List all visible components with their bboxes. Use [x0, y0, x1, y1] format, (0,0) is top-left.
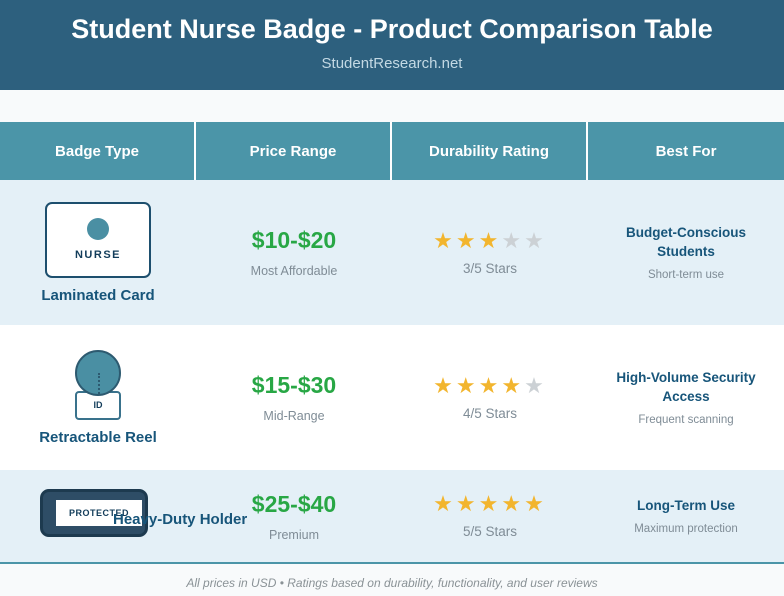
rating-cell: ★★★★★ 4/5 Stars — [392, 325, 588, 470]
badge-type-label: Retractable Reel — [39, 428, 157, 446]
star-icon: ★ — [433, 372, 456, 398]
star-icon: ★ — [433, 227, 456, 253]
star-icon: ★ — [501, 491, 525, 516]
column-header-best-for: Best For — [655, 142, 717, 160]
star-icon: ★ — [524, 227, 547, 253]
price-cell: $15-$30 Mid-Range — [196, 325, 392, 470]
star-icon: ★ — [478, 372, 502, 398]
badge-type-cell: PROTECTED Heavy-Duty Holder — [0, 470, 247, 562]
price-note: Premium — [268, 527, 319, 542]
column-header-durability-rating: Durability Rating — [392, 122, 588, 180]
page-header: Student Nurse Badge - Product Comparison… — [0, 0, 784, 90]
price-note: Mid-Range — [263, 409, 325, 423]
price-range: $25-$40 — [251, 490, 337, 517]
badge-type-label: Heavy-Duty Holder — [113, 511, 248, 528]
heavy-duty-holder-icon: PROTECTED — [40, 489, 148, 537]
best-for-title: High-Volume Security Access — [616, 369, 756, 404]
best-for-cell: High-Volume Security Access Frequent sca… — [588, 325, 784, 470]
best-for-cell: Budget-Conscious Students Short-term use — [588, 180, 784, 325]
protected-window-icon: PROTECTED — [56, 500, 142, 526]
star-icon: ★ — [501, 227, 525, 253]
retractable-reel-icon: ID — [75, 349, 121, 420]
star-icon: ★ — [524, 372, 547, 398]
rating-label: 5/5 Stars — [462, 524, 518, 539]
laminated-card-icon: NURSE — [45, 201, 151, 278]
table-row: NURSE Laminated Card $10-$20 Most Afford… — [0, 180, 784, 325]
star-icon: ★ — [524, 491, 547, 516]
price-note: Most Affordable — [250, 264, 338, 278]
reel-circle-icon — [75, 349, 121, 396]
price-range: $10-$20 — [251, 227, 337, 253]
badge-type-cell: ID Retractable Reel — [0, 325, 196, 470]
badge-type-label: Laminated Card — [41, 286, 155, 304]
reel-cord-icon — [98, 372, 100, 394]
site-name: StudentResearch.net — [321, 55, 463, 72]
best-for-note: Maximum protection — [634, 523, 738, 536]
price-range: $15-$30 — [251, 372, 337, 398]
page-title: Student Nurse Badge - Product Comparison… — [71, 14, 713, 44]
price-cell: $25-$40 Premium — [196, 470, 392, 562]
badge-icon-text: NURSE — [74, 249, 121, 261]
footer-disclaimer: All prices in USD • Ratings based on dur… — [186, 576, 598, 590]
rating-label: 3/5 Stars — [462, 260, 518, 276]
star-rating: ★★★★★ — [433, 372, 547, 398]
star-icon: ★ — [478, 227, 502, 253]
best-for-cell: Long-Term Use Maximum protection — [588, 470, 784, 562]
price-cell: $10-$20 Most Affordable — [196, 180, 392, 325]
best-for-title: Long-Term Use — [636, 497, 735, 513]
star-rating: ★★★★★ — [433, 493, 547, 515]
star-icon: ★ — [478, 491, 502, 516]
star-icon: ★ — [455, 227, 479, 253]
best-for-note: Short-term use — [647, 269, 725, 282]
star-icon: ★ — [433, 491, 456, 516]
column-header-price-range: Price Range — [196, 122, 392, 180]
table-row: PROTECTED Heavy-Duty Holder $25-$40 Prem… — [0, 470, 784, 564]
table-header-row: Badge Type Price Range Durability Rating… — [0, 122, 784, 180]
rating-cell: ★★★★★ 5/5 Stars — [392, 470, 588, 562]
table-row: ID Retractable Reel $15-$30 Mid-Range ★★… — [0, 325, 784, 470]
star-rating: ★★★★★ — [433, 227, 547, 253]
star-icon: ★ — [455, 372, 479, 398]
column-header-badge-type: Badge Type — [0, 122, 196, 180]
star-icon: ★ — [455, 491, 479, 516]
best-for-title: Budget-Conscious Students — [626, 224, 746, 259]
rating-label: 4/5 Stars — [462, 405, 518, 421]
best-for-note: Frequent scanning — [638, 414, 734, 427]
rating-cell: ★★★★★ 3/5 Stars — [392, 180, 588, 325]
star-icon: ★ — [501, 372, 525, 398]
badge-type-cell: NURSE Laminated Card — [0, 180, 196, 325]
photo-circle-icon — [87, 218, 109, 240]
